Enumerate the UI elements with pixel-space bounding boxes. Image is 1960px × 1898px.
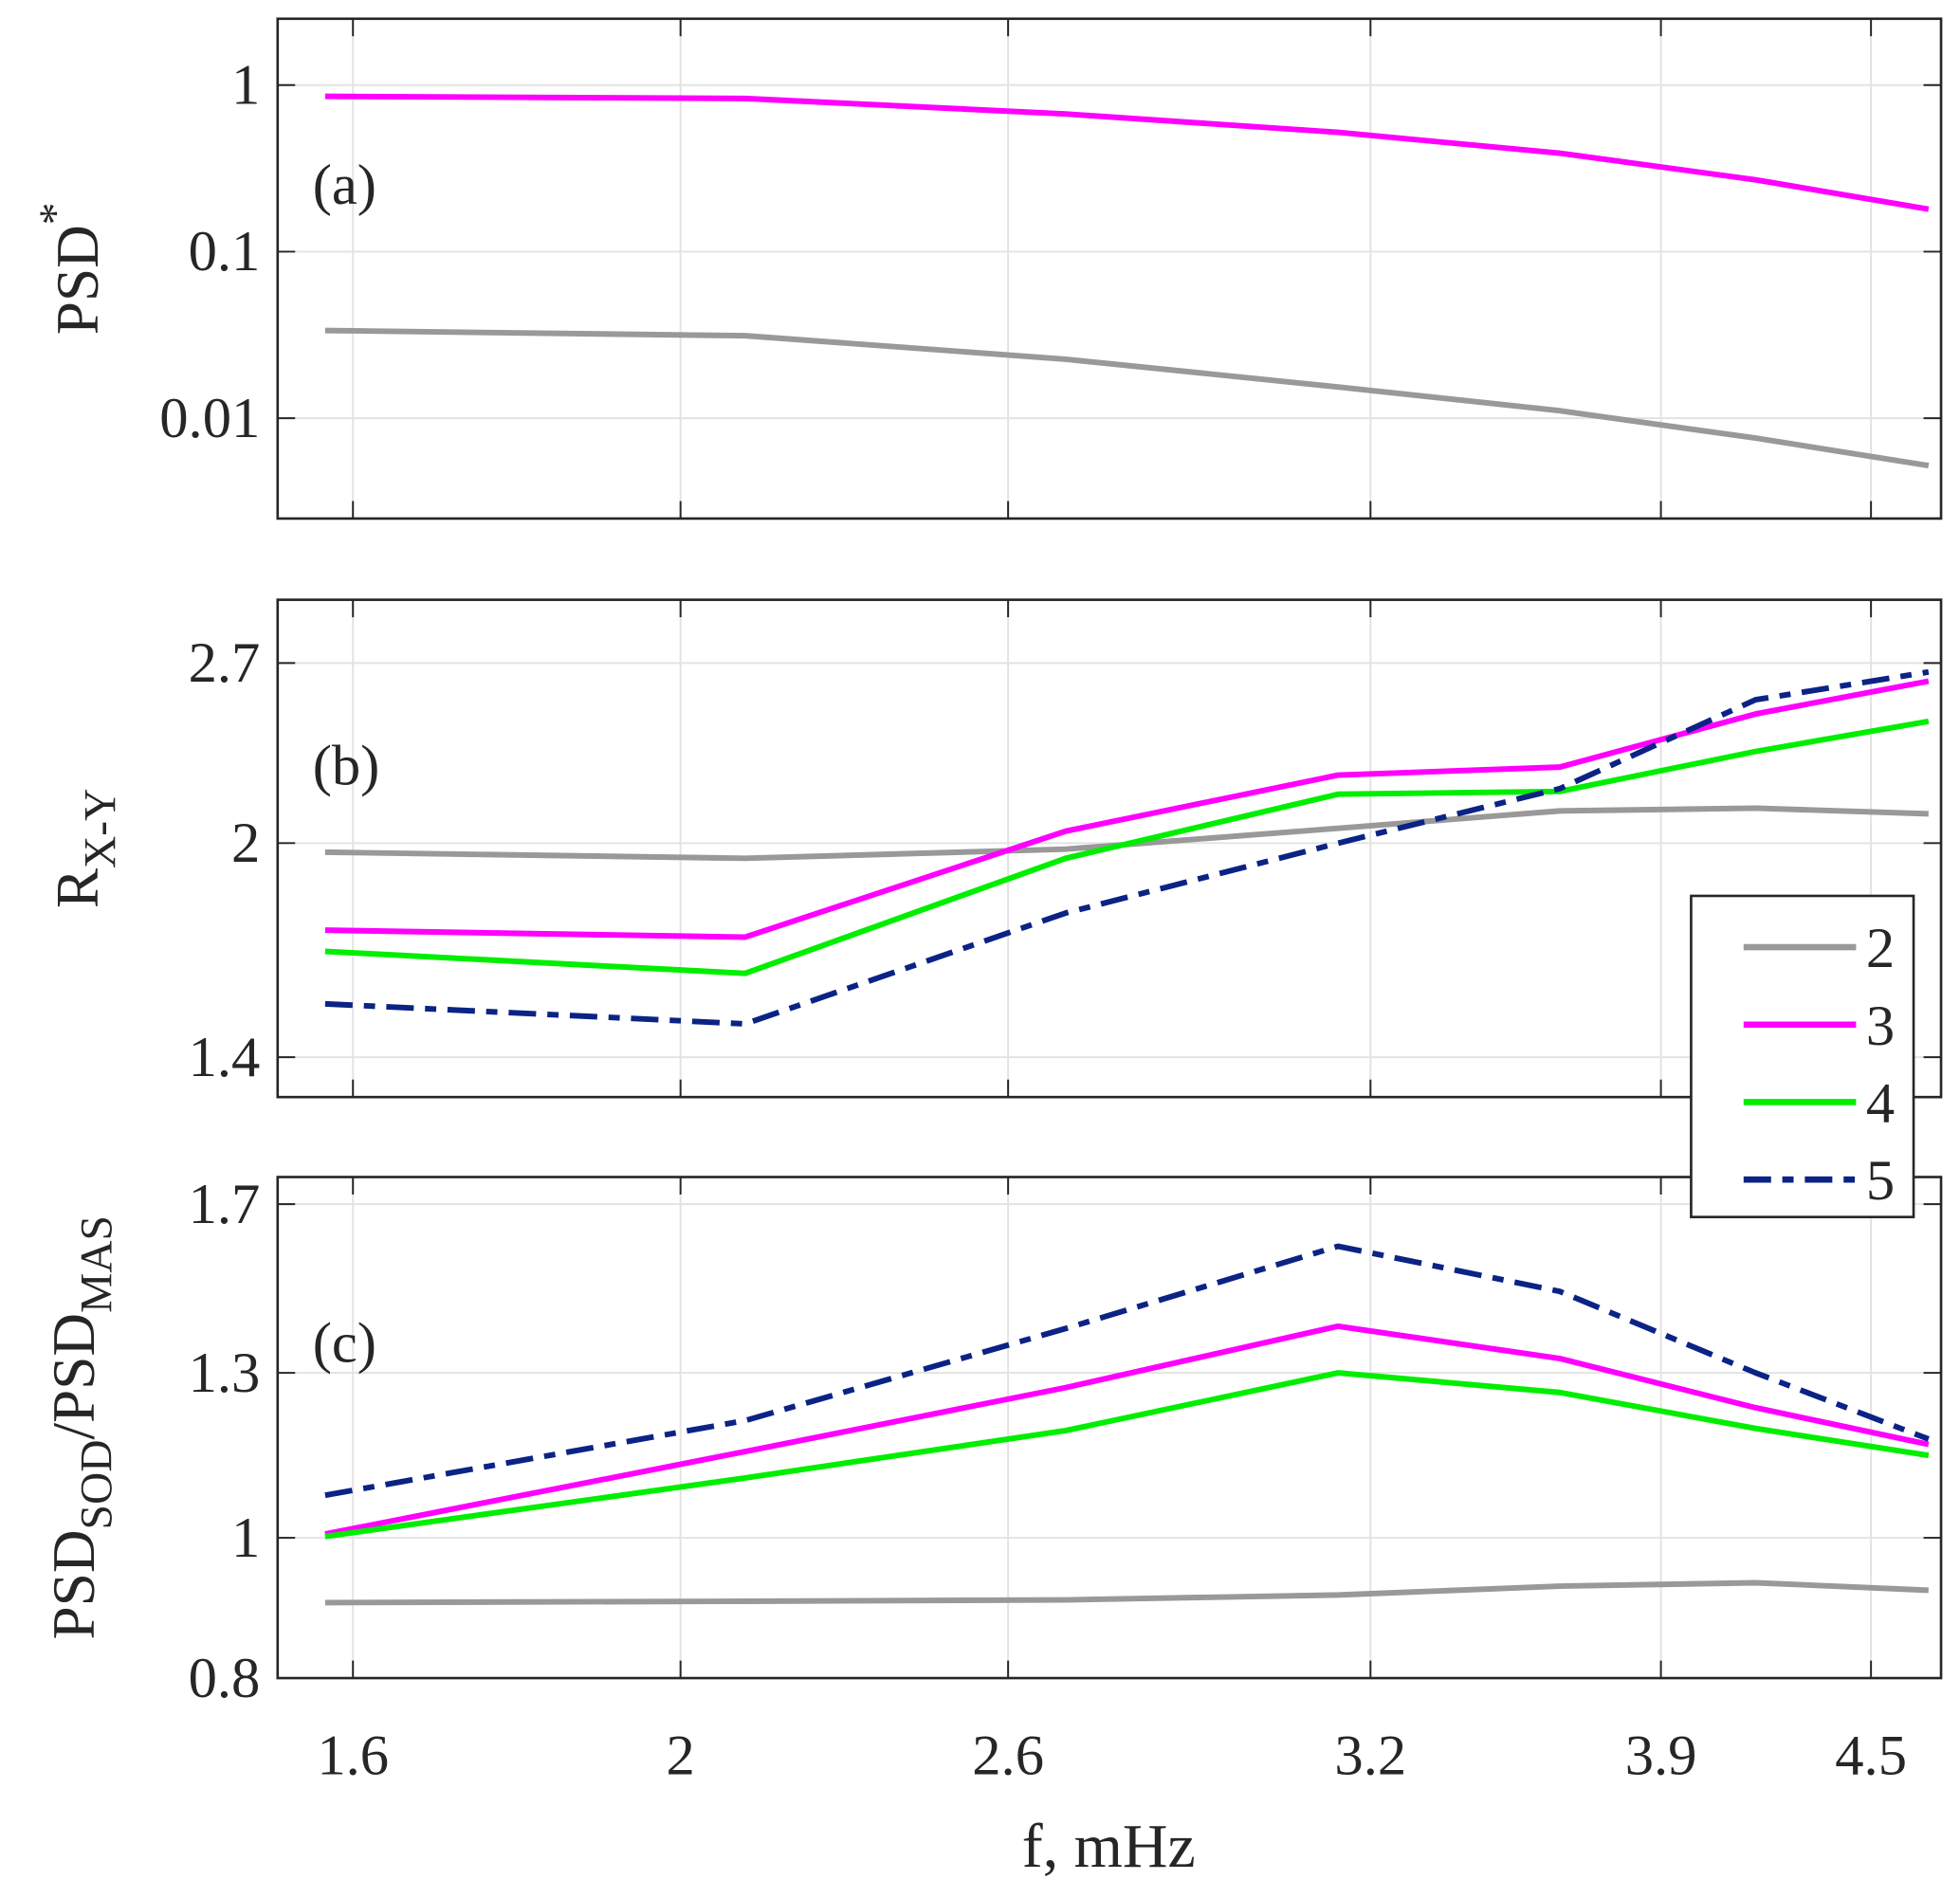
series-line-2 xyxy=(324,327,1930,469)
y-tick-label: 1 xyxy=(231,1506,260,1570)
panel-b: 1.4 2 2.7 (b) RX-Y xyxy=(45,598,1943,1099)
y-axis-label: RX-Y xyxy=(45,789,125,909)
x-tick-label: 4.5 xyxy=(1835,1725,1907,1788)
axes-frame xyxy=(276,1176,1943,1680)
y-label-sub: SOD xyxy=(73,1440,122,1530)
axes-frame xyxy=(276,598,1943,1099)
series-line-5 xyxy=(324,1243,1930,1499)
x-tick-label: 3.2 xyxy=(1334,1725,1406,1788)
series-line-2 xyxy=(324,1579,1929,1606)
panel-c: 0.8 1 1.3 1.7 (c) PSDSOD/PSDMAS xyxy=(41,1173,1943,1710)
y-tick-label: 1.3 xyxy=(189,1341,261,1405)
y-label-main: PSD xyxy=(41,1529,107,1639)
y-label-sub: X-Y xyxy=(76,789,125,868)
panel-label: (c) xyxy=(313,1312,376,1376)
y-label-main: PSD xyxy=(45,225,111,335)
y-tick-label: 2 xyxy=(231,812,260,875)
y-tick-label: 1.4 xyxy=(189,1026,261,1089)
y-tick-label: 1.7 xyxy=(189,1173,261,1236)
legend-label: 5 xyxy=(1866,1149,1895,1213)
x-tick-label: 2.6 xyxy=(972,1725,1044,1788)
x-tick-label: 3.9 xyxy=(1625,1725,1697,1788)
y-tick-label: 2.7 xyxy=(189,631,261,695)
legend-label: 4 xyxy=(1866,1072,1895,1136)
y-label-mid: /PSD xyxy=(41,1313,107,1440)
series-line-4 xyxy=(324,1370,1930,1540)
panel-a: 0.01 0.1 1 (a) PSD* xyxy=(31,17,1943,520)
legend-label: 2 xyxy=(1866,917,1895,980)
panel-label: (b) xyxy=(313,735,380,798)
x-tick-label: 2 xyxy=(667,1725,695,1788)
series-line-3 xyxy=(324,93,1930,212)
y-tick-label: 0.1 xyxy=(189,220,261,283)
x-axis-label: f, mHz xyxy=(1022,1812,1196,1881)
panel-label: (a) xyxy=(313,154,376,217)
legend-label: 3 xyxy=(1866,995,1895,1058)
y-axis-label: PSD* xyxy=(31,202,111,335)
series-line-4 xyxy=(324,718,1930,976)
axes-frame xyxy=(276,17,1943,520)
y-tick-label: 0.8 xyxy=(189,1647,261,1710)
y-tick-label: 0.01 xyxy=(159,387,260,450)
legend: 2 3 4 5 xyxy=(1690,894,1915,1219)
y-label-main: R xyxy=(45,867,111,908)
y-label-sub: MAS xyxy=(73,1215,122,1313)
x-tick-label: 1.6 xyxy=(317,1725,389,1788)
series-line-2 xyxy=(324,805,1929,862)
y-tick-label: 1 xyxy=(231,53,260,117)
series-line-3 xyxy=(324,678,1930,940)
series-line-3 xyxy=(324,1323,1930,1537)
y-label-sup: * xyxy=(31,202,81,225)
y-axis-label: PSDSOD/PSDMAS xyxy=(41,1215,121,1639)
series-line-5 xyxy=(324,668,1930,1027)
